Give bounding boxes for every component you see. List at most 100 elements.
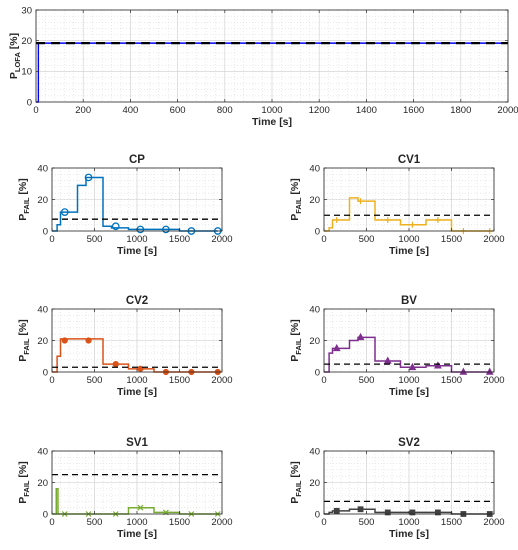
x-tick-label: 0 — [321, 375, 326, 386]
x-tick-label: 1500 — [169, 234, 190, 245]
x-tick-label: 1600 — [403, 105, 424, 116]
x-tick-label: 1000 — [126, 517, 147, 528]
y-axis-label: PLOFA [%] — [8, 33, 22, 79]
x-axis-label: Time [s] — [389, 245, 429, 257]
x-tick-label: 200 — [75, 105, 91, 116]
x-tick-label: 2000 — [211, 234, 232, 245]
x-tick-label: 0 — [33, 105, 38, 116]
y-tick-label: 0 — [27, 97, 32, 108]
x-tick-label: 500 — [359, 517, 375, 528]
x-tick-label: 0 — [321, 234, 326, 245]
x-tick-label: 2000 — [497, 105, 518, 116]
y-axis-label-unit: [%] — [8, 33, 20, 52]
chart-bv: 0 500 1000 1500 2000 0 20 40 Time [s] PFAIL [%] BV — [289, 295, 505, 398]
y-axis-label-unit: [%] — [17, 178, 29, 197]
y-tick-label: 0 — [315, 367, 320, 378]
x-axis-label: Time [s] — [117, 528, 157, 540]
y-tick-label: 10 — [21, 67, 32, 78]
x-tick-label: 1500 — [169, 517, 190, 528]
y-tick-label: 20 — [21, 36, 32, 47]
x-tick-label: 500 — [87, 517, 103, 528]
chart-cv2: 0 500 1000 1500 2000 0 20 40 Time [s] PFAIL [%] CV… — [17, 295, 233, 398]
chart-title: CV2 — [126, 295, 148, 307]
x-tick-label: 0 — [49, 375, 54, 386]
y-tick-label: 40 — [309, 163, 320, 174]
y-axis-label-subscript: LOFA — [13, 52, 22, 73]
data-point — [85, 337, 92, 344]
x-tick-label: 1000 — [398, 517, 419, 528]
data-point — [384, 509, 391, 516]
y-axis-label: PFAIL [%] — [17, 319, 31, 362]
series-line — [324, 336, 490, 373]
y-tick-label: 40 — [37, 304, 48, 315]
x-axis-label: Time [s] — [117, 245, 157, 257]
x-axis-label: Time [s] — [389, 386, 429, 398]
x-tick-label: 400 — [122, 105, 138, 116]
x-tick-label: 2000 — [483, 375, 504, 386]
data-point — [333, 216, 340, 223]
data-point — [162, 225, 170, 234]
y-axis-label-main: P — [289, 497, 301, 504]
y-axis-label-subscript: FAIL — [22, 338, 31, 355]
x-tick-label: 1000 — [398, 234, 419, 245]
data-point — [60, 208, 69, 216]
chart-title: CP — [129, 154, 145, 166]
y-axis-label-main: P — [289, 355, 301, 362]
x-tick-label: 1000 — [126, 375, 147, 386]
y-tick-label: 40 — [309, 304, 320, 315]
chart-title: SV1 — [126, 437, 148, 449]
y-axis-label-main: P — [289, 214, 301, 221]
x-tick-label: 1500 — [441, 234, 462, 245]
data-point — [408, 362, 417, 371]
data-point — [357, 198, 364, 205]
data-point — [84, 173, 93, 182]
y-axis-label-subscript: FAIL — [22, 197, 31, 214]
data-point — [434, 216, 441, 223]
y-tick-label: 0 — [315, 509, 320, 520]
data-point — [333, 507, 340, 514]
y-tick-label: 20 — [37, 195, 48, 206]
data-point — [409, 221, 416, 228]
chart-cp: 0 500 1000 1500 2000 0 20 40 Time [s] PFAIL [%] CP — [17, 154, 233, 257]
data-point — [459, 367, 468, 375]
y-tick-label: 30 — [21, 5, 32, 16]
x-tick-label: 1000 — [261, 105, 282, 116]
x-tick-label: 0 — [321, 517, 326, 528]
data-point — [384, 216, 391, 223]
y-tick-label: 0 — [43, 367, 48, 378]
x-tick-label: 2000 — [483, 234, 504, 245]
y-axis-label-unit: [%] — [289, 319, 301, 338]
data-point — [383, 356, 392, 364]
y-tick-label: 20 — [37, 478, 48, 489]
data-point — [112, 361, 119, 368]
data-point — [137, 504, 144, 511]
x-tick-label: 500 — [359, 234, 375, 245]
y-tick-label: 20 — [309, 478, 320, 489]
y-axis-label-main: P — [17, 355, 29, 362]
data-point — [409, 509, 416, 516]
y-tick-label: 0 — [43, 509, 48, 520]
data-point — [137, 365, 144, 372]
x-tick-label: 1200 — [309, 105, 330, 116]
y-axis-label-unit: [%] — [17, 461, 29, 480]
x-tick-label: 800 — [217, 105, 233, 116]
x-tick-label: 2000 — [483, 517, 504, 528]
chart-sv2: 0 500 1000 1500 2000 0 20 40 Time [s] PFAIL [%] SV… — [289, 437, 505, 540]
y-axis-label-main: P — [17, 214, 29, 221]
x-tick-label: 0 — [49, 234, 54, 245]
y-axis-label-main: P — [8, 72, 20, 79]
y-axis-label: PFAIL [%] — [17, 178, 31, 221]
x-tick-label: 600 — [170, 105, 186, 116]
x-tick-label: 500 — [359, 375, 375, 386]
series-line — [324, 197, 490, 232]
chart-lofa: 0 200 400 600 800 1000 1200 1400 1600 1800 2000 0 10… — [8, 5, 518, 128]
x-axis-label: Time [s] — [389, 528, 429, 540]
y-tick-label: 20 — [309, 336, 320, 347]
y-axis-label: PFAIL [%] — [17, 461, 31, 504]
x-tick-label: 1000 — [126, 234, 147, 245]
y-tick-label: 0 — [315, 226, 320, 237]
y-axis-label-unit: [%] — [289, 461, 301, 480]
y-axis-label: PFAIL [%] — [289, 461, 303, 504]
x-tick-label: 1500 — [169, 375, 190, 386]
